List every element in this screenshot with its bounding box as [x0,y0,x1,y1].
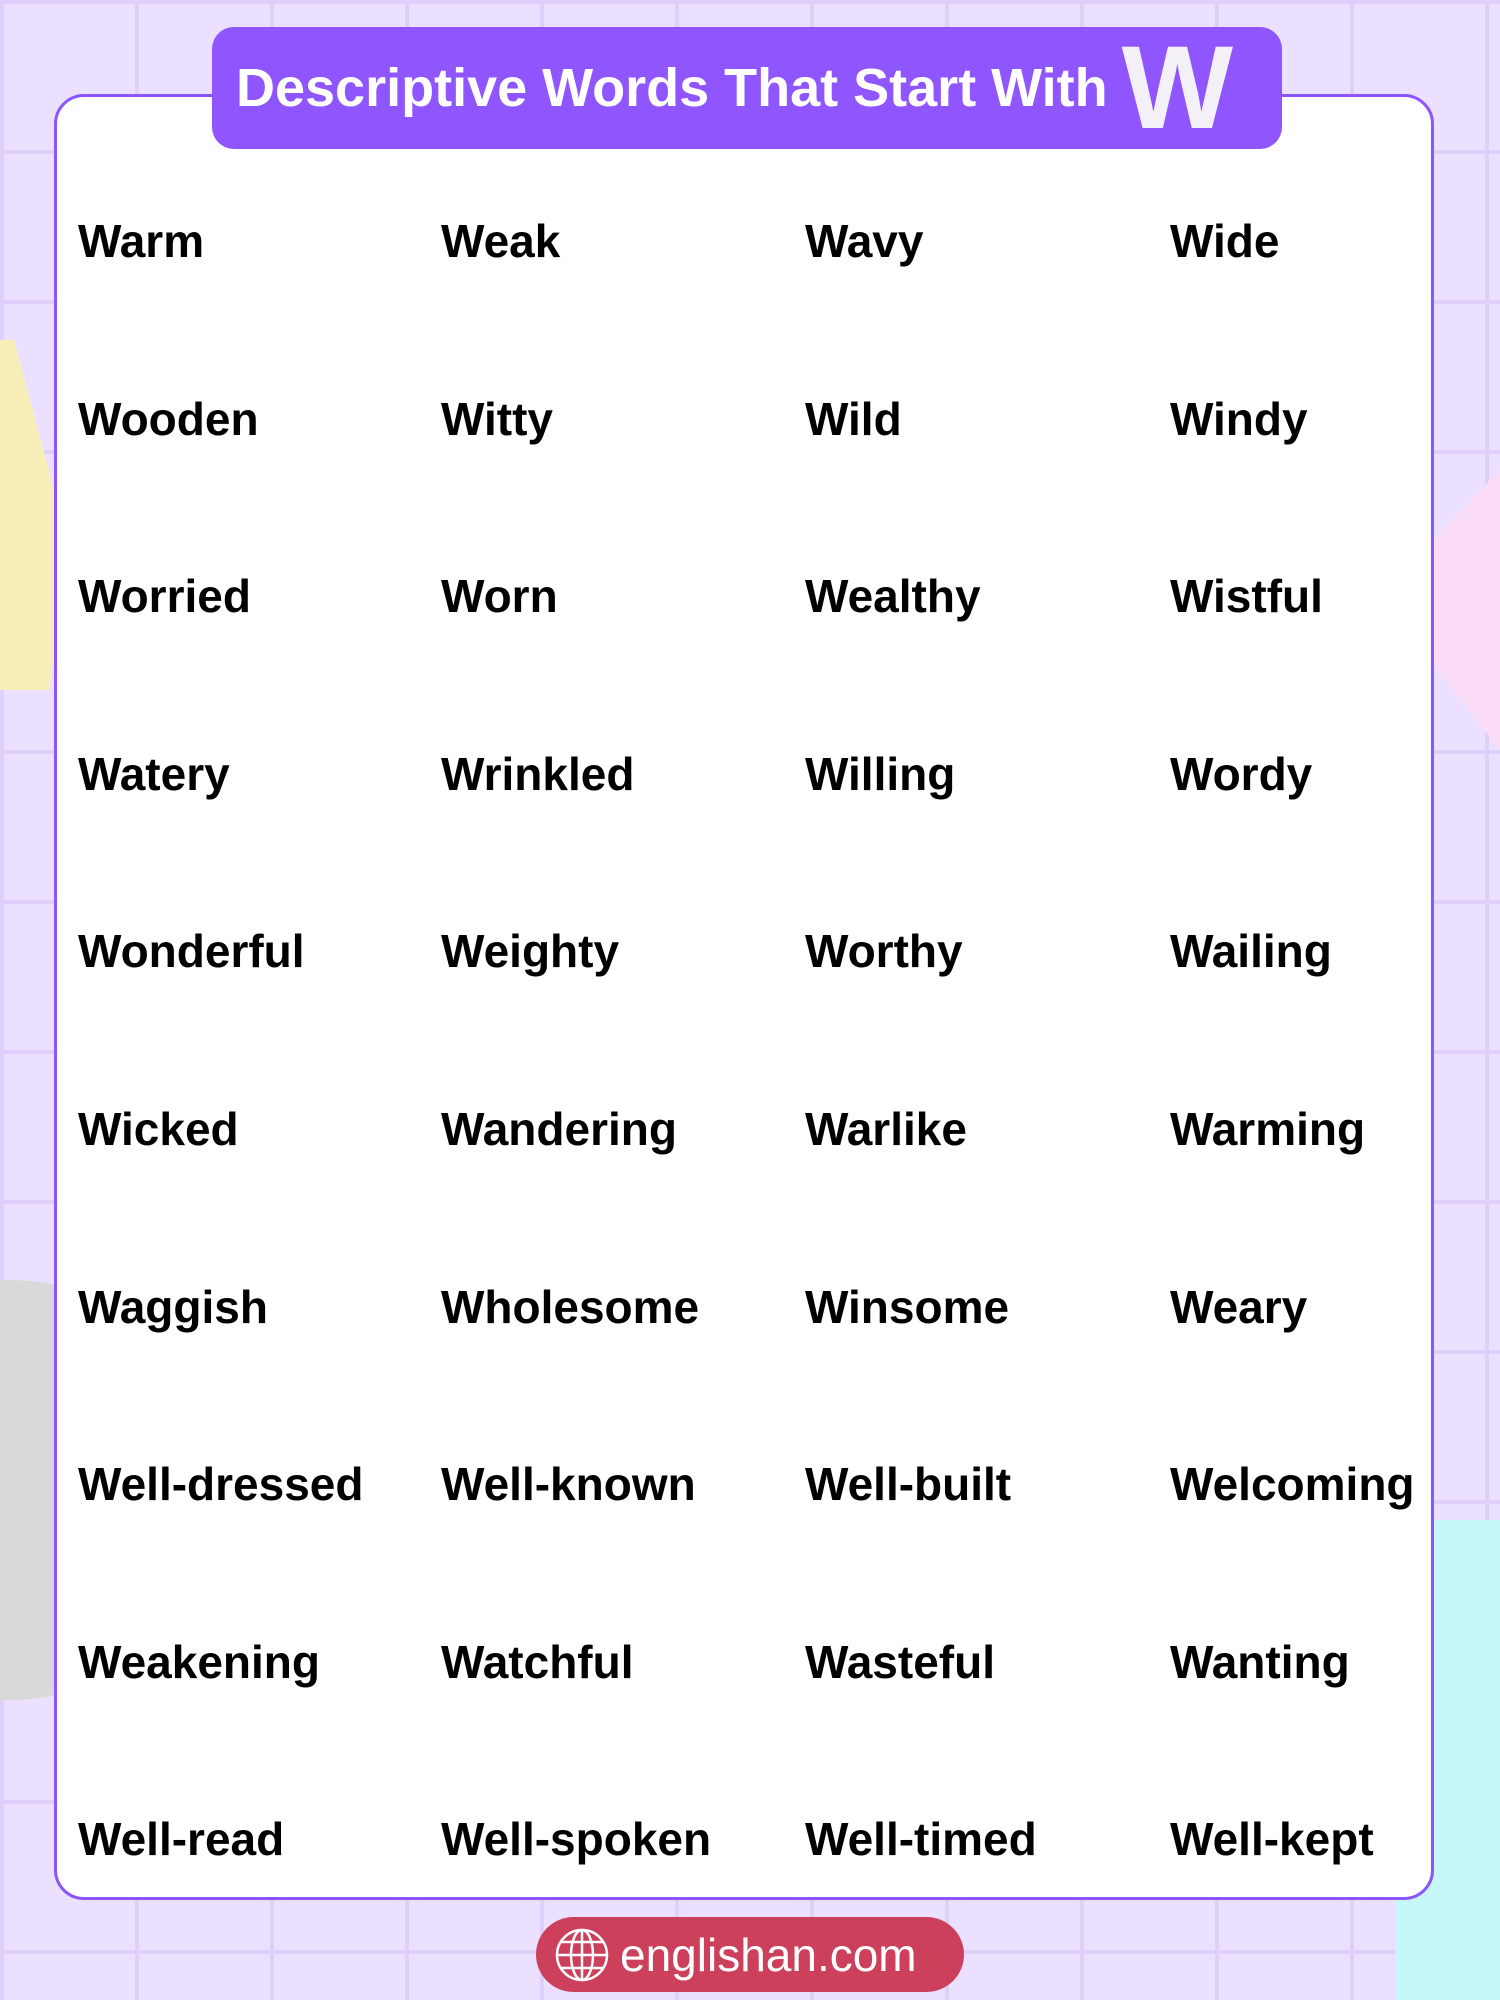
word-item: Wasteful [805,1635,995,1688]
word-item: Weak [441,215,561,267]
word-item: Wild [805,392,902,445]
word-item: Watchful [441,1635,634,1688]
word-item: Wandering [441,1103,677,1155]
word-card [54,94,1434,1900]
word-item: Warming [1170,1103,1366,1155]
title-banner: Descriptive Words That Start With W [212,27,1282,149]
word-item: Wholesome [441,1280,700,1333]
word-item: Well-built [805,1458,1012,1511]
word-item: Wistful [1170,570,1323,623]
word-item: Warm [78,215,205,267]
word-item: Wrinkled [441,747,635,800]
website-url: englishan.com [620,1928,917,1981]
word-item: Weighty [441,925,620,978]
page-title: Descriptive Words That Start With [236,58,1108,118]
word-item: Welcoming [1170,1458,1415,1511]
website-badge[interactable]: englishan.com [536,1917,964,1992]
word-item: Well-timed [805,1813,1037,1866]
word-item: Well-kept [1170,1813,1374,1866]
word-item: Well-dressed [78,1458,364,1511]
title-letter: W [1121,22,1234,154]
word-item: Wicked [78,1103,239,1155]
word-item: Wordy [1170,747,1313,800]
word-item: Worthy [805,925,963,978]
word-item: Wide [1170,215,1280,267]
word-item: Wavy [805,215,924,267]
word-item: Wanting [1170,1635,1350,1688]
word-item: Well-known [441,1458,696,1511]
word-item: Well-spoken [441,1813,712,1866]
word-item: Worn [441,570,558,623]
word-item: Winsome [805,1280,1010,1333]
word-item: Watery [78,747,230,800]
word-item: Weary [1170,1280,1308,1333]
word-item: Waggish [78,1280,268,1333]
word-item: Witty [441,392,554,445]
word-item: Wailing [1170,925,1332,978]
word-item: Willing [805,747,956,800]
word-item: Wealthy [805,570,981,623]
word-item: Wooden [78,392,259,445]
word-item: Windy [1170,392,1308,445]
word-item: Worried [78,570,251,623]
globe-icon [555,1928,609,1981]
word-item: Well-read [78,1813,285,1866]
word-item: Weakening [78,1635,320,1688]
word-item: Warlike [805,1103,967,1155]
word-item: Wonderful [78,925,305,978]
